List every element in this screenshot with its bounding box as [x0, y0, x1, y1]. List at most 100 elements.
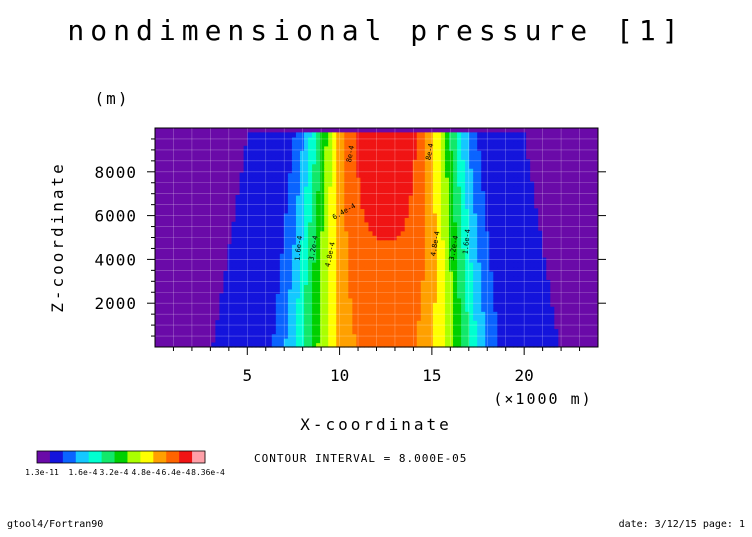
- field-cell: [436, 248, 442, 254]
- field-cell: [295, 262, 301, 268]
- field-cell: [295, 168, 301, 174]
- field-cell: [481, 226, 486, 232]
- field-cell: [444, 141, 450, 147]
- field-cell: [219, 293, 225, 299]
- field-cell: [299, 315, 305, 321]
- field-cell: [251, 159, 257, 165]
- colorbar-label: 1.6e-4: [69, 468, 98, 477]
- field-cell: [275, 270, 281, 277]
- field-cell: [517, 284, 523, 290]
- contour-label: 1.6e-4: [294, 235, 305, 261]
- field-cell: [308, 150, 313, 156]
- field-cell: [457, 270, 462, 277]
- field-cell: [493, 266, 498, 272]
- field-cell: [308, 279, 313, 286]
- field-cell: [227, 338, 233, 344]
- colorbar-frame: [36, 450, 206, 464]
- field-cell: [372, 275, 378, 281]
- field-cell: [267, 311, 273, 317]
- field-cell: [525, 306, 531, 312]
- field-cell: [513, 266, 519, 272]
- field-cell: [267, 239, 273, 245]
- field-cell: [316, 275, 321, 281]
- field-cell: [477, 132, 482, 138]
- field-cell: [428, 212, 434, 218]
- field-cell: [283, 338, 289, 344]
- x-tick-label: 20: [515, 366, 534, 385]
- field-cell: [271, 132, 277, 138]
- field-cell: [497, 159, 502, 165]
- field-cell: [440, 329, 446, 335]
- field-cell: [235, 320, 241, 326]
- field-cell: [396, 244, 402, 250]
- field-cell: [299, 262, 305, 268]
- field-cell: [404, 279, 410, 286]
- field-cell: [465, 315, 470, 321]
- field-cell: [416, 190, 422, 196]
- field-cell: [408, 342, 414, 348]
- field-cell: [336, 302, 341, 308]
- field-cell: [235, 329, 241, 335]
- field-cell: [271, 221, 277, 227]
- field-cell: [287, 257, 293, 263]
- field-cell: [259, 172, 265, 178]
- field-cell: [279, 199, 285, 205]
- field-cell: [243, 217, 249, 223]
- field-cell: [477, 275, 482, 281]
- field-cell: [545, 306, 551, 312]
- field-cell: [529, 266, 535, 272]
- field-cell: [308, 208, 313, 214]
- field-cell: [392, 248, 398, 254]
- field-cell: [275, 186, 281, 192]
- field-cell: [489, 181, 494, 187]
- field-cell: [392, 221, 398, 227]
- field-cell: [320, 244, 325, 250]
- field-cell: [340, 132, 345, 138]
- field-cell: [376, 306, 382, 312]
- field-cell: [364, 239, 370, 245]
- field-cell: [275, 141, 281, 147]
- field-cell: [420, 262, 426, 268]
- field-cell: [380, 342, 386, 348]
- field-cell: [320, 199, 325, 205]
- field-cell: [372, 253, 378, 259]
- field-cell: [457, 297, 462, 303]
- field-cell: [505, 145, 510, 151]
- field-cell: [352, 150, 357, 156]
- field-cell: [251, 253, 257, 259]
- field-cell: [473, 168, 478, 174]
- field-cell: [356, 208, 361, 214]
- field-cell: [340, 311, 345, 317]
- field-cell: [497, 284, 502, 290]
- field-cell: [420, 221, 426, 227]
- field-cell: [364, 284, 370, 290]
- field-cell: [332, 257, 337, 263]
- field-cell: [275, 266, 281, 272]
- field-cell: [521, 306, 527, 312]
- field-cell: [436, 221, 442, 227]
- field-cell: [537, 244, 543, 250]
- field-cell: [283, 342, 289, 348]
- field-cell: [453, 270, 458, 277]
- field-cell: [279, 270, 285, 277]
- field-cell: [521, 284, 527, 290]
- field-cell: [521, 311, 527, 317]
- field-cell: [432, 226, 438, 232]
- field-cell: [428, 136, 434, 142]
- colorbar-swatch: [140, 451, 154, 463]
- field-cell: [400, 262, 406, 268]
- field-cell: [432, 186, 438, 192]
- field-cell: [316, 302, 321, 308]
- field-cell: [521, 262, 527, 268]
- field-cell: [247, 172, 253, 178]
- field-cell: [465, 172, 470, 178]
- field-cell: [489, 306, 494, 312]
- field-cell: [444, 324, 450, 330]
- field-cell: [251, 190, 257, 196]
- field-cell: [388, 329, 394, 335]
- field-cell: [489, 203, 494, 209]
- field-cell: [416, 338, 422, 344]
- field-cell: [368, 270, 374, 277]
- field-cell: [356, 257, 361, 263]
- field-cell: [279, 284, 285, 290]
